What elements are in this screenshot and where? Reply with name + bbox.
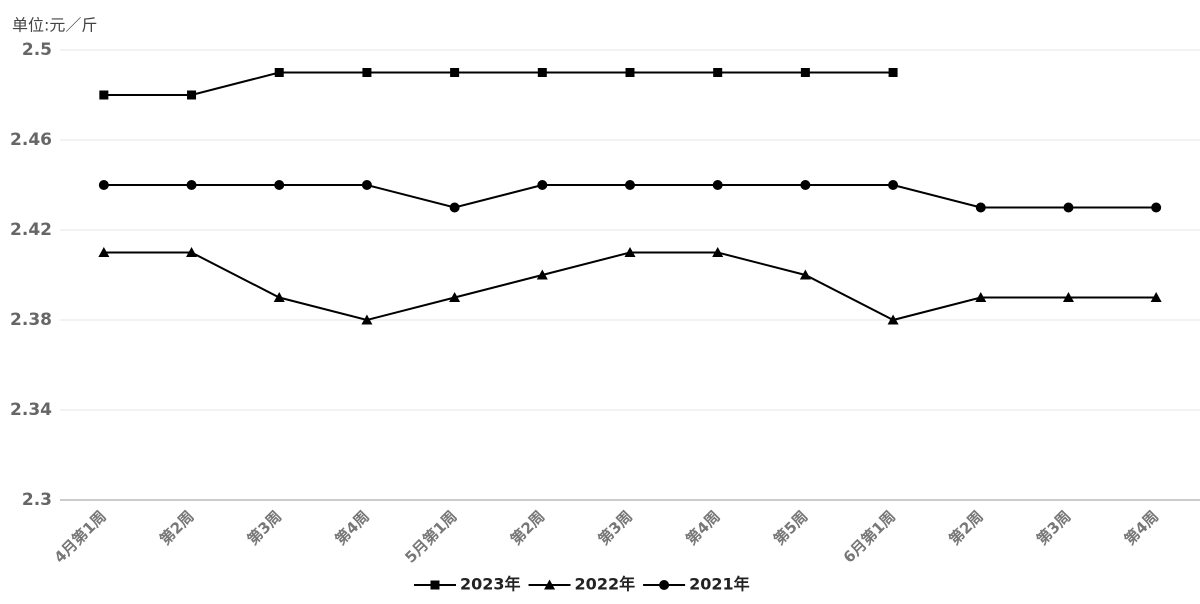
x-tick-label: 第2周	[945, 507, 986, 548]
data-point	[1063, 202, 1074, 213]
data-point	[186, 180, 197, 190]
data-point	[713, 68, 723, 77]
data-point	[187, 90, 197, 100]
y-tick-label: 2.46	[10, 130, 52, 150]
x-tick-label: 第5周	[770, 507, 811, 548]
data-point	[537, 68, 547, 77]
y-tick-label: 2.3	[22, 490, 52, 510]
x-tick-label: 第3周	[244, 507, 285, 548]
data-point	[449, 202, 460, 213]
data-point	[975, 292, 987, 302]
data-point	[1150, 292, 1162, 302]
data-point	[362, 68, 372, 77]
data-point	[186, 247, 198, 257]
x-tick-label: 5月第1周	[401, 507, 460, 566]
data-point	[888, 68, 898, 77]
legend-marker	[659, 580, 670, 590]
x-tick-label: 4月第1周	[51, 507, 110, 566]
data-point	[1062, 292, 1074, 302]
y-tick-label: 2.42	[10, 220, 52, 240]
legend-marker	[430, 580, 440, 590]
y-tick-label: 2.34	[10, 400, 52, 420]
data-point	[1151, 202, 1162, 213]
y-tick-label: 2.5	[22, 40, 52, 60]
data-point	[800, 180, 811, 190]
x-tick-label: 第2周	[507, 507, 548, 548]
series-line	[103, 251, 1157, 322]
data-point	[799, 269, 811, 280]
data-point	[536, 269, 548, 280]
data-point	[537, 180, 548, 190]
data-point	[98, 247, 110, 257]
data-point	[274, 180, 285, 190]
series-line	[103, 71, 894, 96]
x-tick-label: 6月第1周	[840, 507, 899, 566]
x-tick-label: 第4周	[332, 507, 373, 548]
legend-label: 2021年	[689, 575, 750, 594]
data-point	[625, 180, 635, 190]
data-point	[273, 292, 285, 302]
data-point	[449, 292, 461, 302]
legend-marker	[544, 579, 556, 590]
legend-label: 2022年	[575, 575, 636, 594]
data-point	[99, 90, 109, 100]
data-point	[800, 68, 810, 77]
data-point	[888, 180, 899, 190]
data-point	[361, 314, 373, 325]
data-point	[625, 68, 635, 77]
y-axis-label: 单位:元／斤	[12, 16, 97, 35]
y-tick-label: 2.38	[10, 310, 52, 330]
data-point	[274, 68, 284, 77]
data-point	[712, 180, 723, 190]
data-point	[712, 247, 724, 257]
x-tick-label: 第3周	[1033, 507, 1074, 548]
data-point	[887, 314, 899, 325]
x-tick-label: 第2周	[156, 507, 197, 548]
data-point	[450, 68, 460, 77]
x-tick-label: 第4周	[682, 507, 723, 548]
legend-label: 2023年	[460, 575, 521, 594]
data-point	[624, 247, 636, 257]
x-tick-label: 第4周	[1121, 507, 1162, 548]
x-tick-label: 第3周	[595, 507, 636, 548]
data-point	[975, 202, 986, 213]
data-point	[98, 180, 109, 190]
data-point	[361, 180, 372, 190]
